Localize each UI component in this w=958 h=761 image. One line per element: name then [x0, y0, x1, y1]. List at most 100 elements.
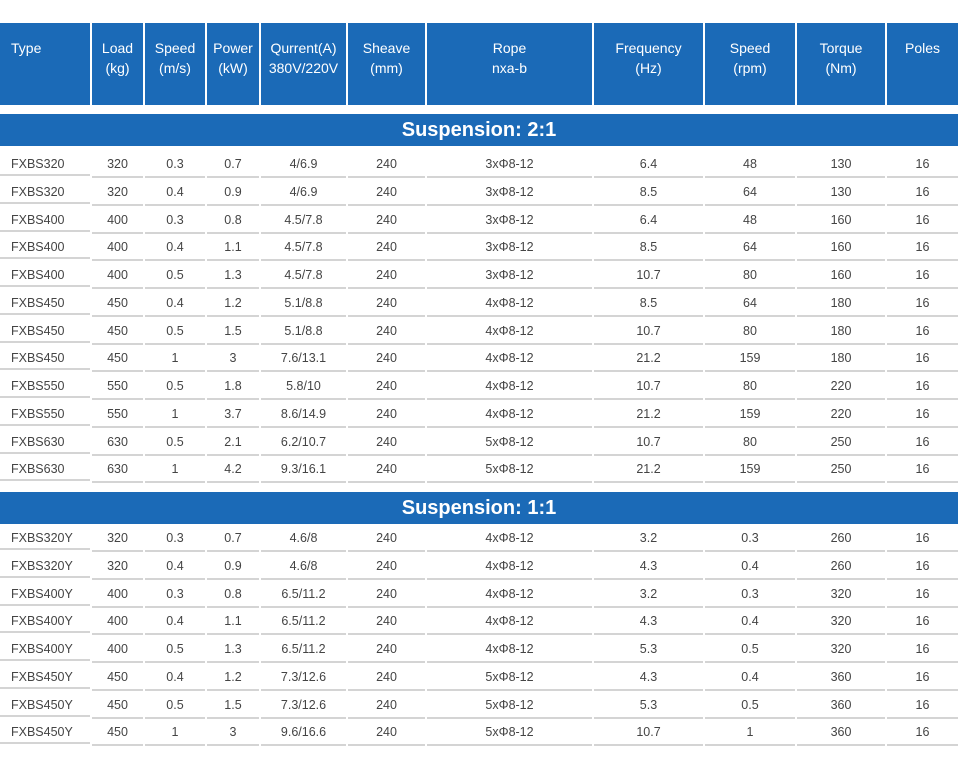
- cell-speed-rpm: 1: [705, 718, 795, 746]
- cell-torque: 250: [797, 455, 885, 483]
- cell-speed: 0.3: [145, 524, 205, 552]
- cell-poles: 16: [887, 344, 958, 372]
- cell-rope: 5xΦ8-12: [427, 663, 592, 691]
- cell-torque: 360: [797, 691, 885, 719]
- table-row: FXBS450 450 1 3 7.6/13.1 240 4xΦ8-12 21.2 159 180…: [0, 344, 958, 372]
- cell-load: 320: [92, 150, 143, 178]
- cell-frequency: 5.3: [594, 635, 703, 663]
- cell-torque: 180: [797, 289, 885, 317]
- cell-torque: 320: [797, 580, 885, 608]
- cell-sheave: 240: [348, 206, 425, 234]
- cell-frequency: 10.7: [594, 428, 703, 456]
- cell-speed-rpm: 0.5: [705, 691, 795, 719]
- cell-current: 5.1/8.8: [261, 289, 346, 317]
- cell-rope: 4xΦ8-12: [427, 317, 592, 345]
- cell-current: 9.3/16.1: [261, 455, 346, 483]
- cell-rope: 5xΦ8-12: [427, 691, 592, 719]
- cell-speed: 1: [145, 455, 205, 483]
- cell-current: 4/6.9: [261, 178, 346, 206]
- cell-frequency: 8.5: [594, 178, 703, 206]
- cell-poles: 16: [887, 663, 958, 691]
- cell-type: FXBS400: [0, 206, 90, 232]
- cell-power: 3: [207, 344, 259, 372]
- cell-frequency: 10.7: [594, 317, 703, 345]
- cell-poles: 16: [887, 552, 958, 580]
- cell-type: FXBS450: [0, 317, 90, 343]
- cell-poles: 16: [887, 718, 958, 746]
- header-poles: Poles: [887, 23, 958, 105]
- cell-type: FXBS400Y: [0, 607, 90, 633]
- cell-frequency: 21.2: [594, 400, 703, 428]
- cell-type: FXBS450: [0, 289, 90, 315]
- cell-power: 3.7: [207, 400, 259, 428]
- cell-current: 4.6/8: [261, 552, 346, 580]
- cell-load: 320: [92, 524, 143, 552]
- cell-speed: 1: [145, 400, 205, 428]
- cell-speed: 0.5: [145, 635, 205, 663]
- cell-speed-rpm: 0.3: [705, 524, 795, 552]
- table-header: Type Load (kg) Speed (m/s) Power (kW) Qurren…: [0, 23, 958, 105]
- table-row: FXBS400Y 400 0.5 1.3 6.5/11.2 240 4xΦ8-12 5.3 0.…: [0, 635, 958, 663]
- cell-frequency: 10.7: [594, 718, 703, 746]
- cell-load: 320: [92, 552, 143, 580]
- cell-sheave: 240: [348, 428, 425, 456]
- cell-load: 400: [92, 580, 143, 608]
- cell-torque: 360: [797, 718, 885, 746]
- cell-type: FXBS400Y: [0, 635, 90, 661]
- cell-type: FXBS320Y: [0, 552, 90, 578]
- cell-load: 450: [92, 317, 143, 345]
- cell-current: 4.5/7.8: [261, 261, 346, 289]
- cell-power: 0.8: [207, 580, 259, 608]
- cell-power: 0.9: [207, 552, 259, 580]
- cell-speed: 0.5: [145, 372, 205, 400]
- cell-frequency: 4.3: [594, 552, 703, 580]
- cell-speed-rpm: 64: [705, 233, 795, 261]
- cell-sheave: 240: [348, 261, 425, 289]
- cell-power: 0.9: [207, 178, 259, 206]
- cell-load: 450: [92, 691, 143, 719]
- cell-power: 1.1: [207, 233, 259, 261]
- cell-frequency: 21.2: [594, 344, 703, 372]
- section-banner: Suspension: 2:1: [0, 114, 958, 146]
- cell-sheave: 240: [348, 607, 425, 635]
- cell-poles: 16: [887, 455, 958, 483]
- cell-speed-rpm: 80: [705, 372, 795, 400]
- header-load: Load (kg): [92, 23, 143, 105]
- cell-rope: 4xΦ8-12: [427, 635, 592, 663]
- cell-sheave: 240: [348, 289, 425, 317]
- cell-speed-rpm: 159: [705, 344, 795, 372]
- cell-current: 7.3/12.6: [261, 663, 346, 691]
- cell-rope: 5xΦ8-12: [427, 718, 592, 746]
- cell-speed: 0.4: [145, 607, 205, 635]
- cell-frequency: 5.3: [594, 691, 703, 719]
- cell-rope: 4xΦ8-12: [427, 344, 592, 372]
- cell-torque: 160: [797, 206, 885, 234]
- cell-speed-rpm: 80: [705, 428, 795, 456]
- cell-torque: 250: [797, 428, 885, 456]
- cell-load: 630: [92, 428, 143, 456]
- cell-load: 400: [92, 206, 143, 234]
- cell-power: 1.2: [207, 663, 259, 691]
- cell-torque: 260: [797, 552, 885, 580]
- table-row: FXBS400Y 400 0.4 1.1 6.5/11.2 240 4xΦ8-12 4.3 0.…: [0, 607, 958, 635]
- cell-type: FXBS450Y: [0, 691, 90, 717]
- cell-power: 4.2: [207, 455, 259, 483]
- cell-sheave: 240: [348, 372, 425, 400]
- cell-sheave: 240: [348, 524, 425, 552]
- table-row: FXBS320Y 320 0.4 0.9 4.6/8 240 4xΦ8-12 4.3 0.4 26…: [0, 552, 958, 580]
- cell-frequency: 10.7: [594, 261, 703, 289]
- cell-poles: 16: [887, 400, 958, 428]
- cell-current: 9.6/16.6: [261, 718, 346, 746]
- cell-load: 550: [92, 372, 143, 400]
- cell-rope: 3xΦ8-12: [427, 150, 592, 178]
- cell-type: FXBS450Y: [0, 663, 90, 689]
- cell-rope: 4xΦ8-12: [427, 289, 592, 317]
- header-type: Type: [0, 23, 90, 105]
- cell-frequency: 4.3: [594, 607, 703, 635]
- cell-sheave: 240: [348, 663, 425, 691]
- section-banner: Suspension: 1:1: [0, 492, 958, 524]
- cell-torque: 180: [797, 344, 885, 372]
- cell-rope: 4xΦ8-12: [427, 400, 592, 428]
- cell-frequency: 3.2: [594, 524, 703, 552]
- cell-speed-rpm: 0.4: [705, 607, 795, 635]
